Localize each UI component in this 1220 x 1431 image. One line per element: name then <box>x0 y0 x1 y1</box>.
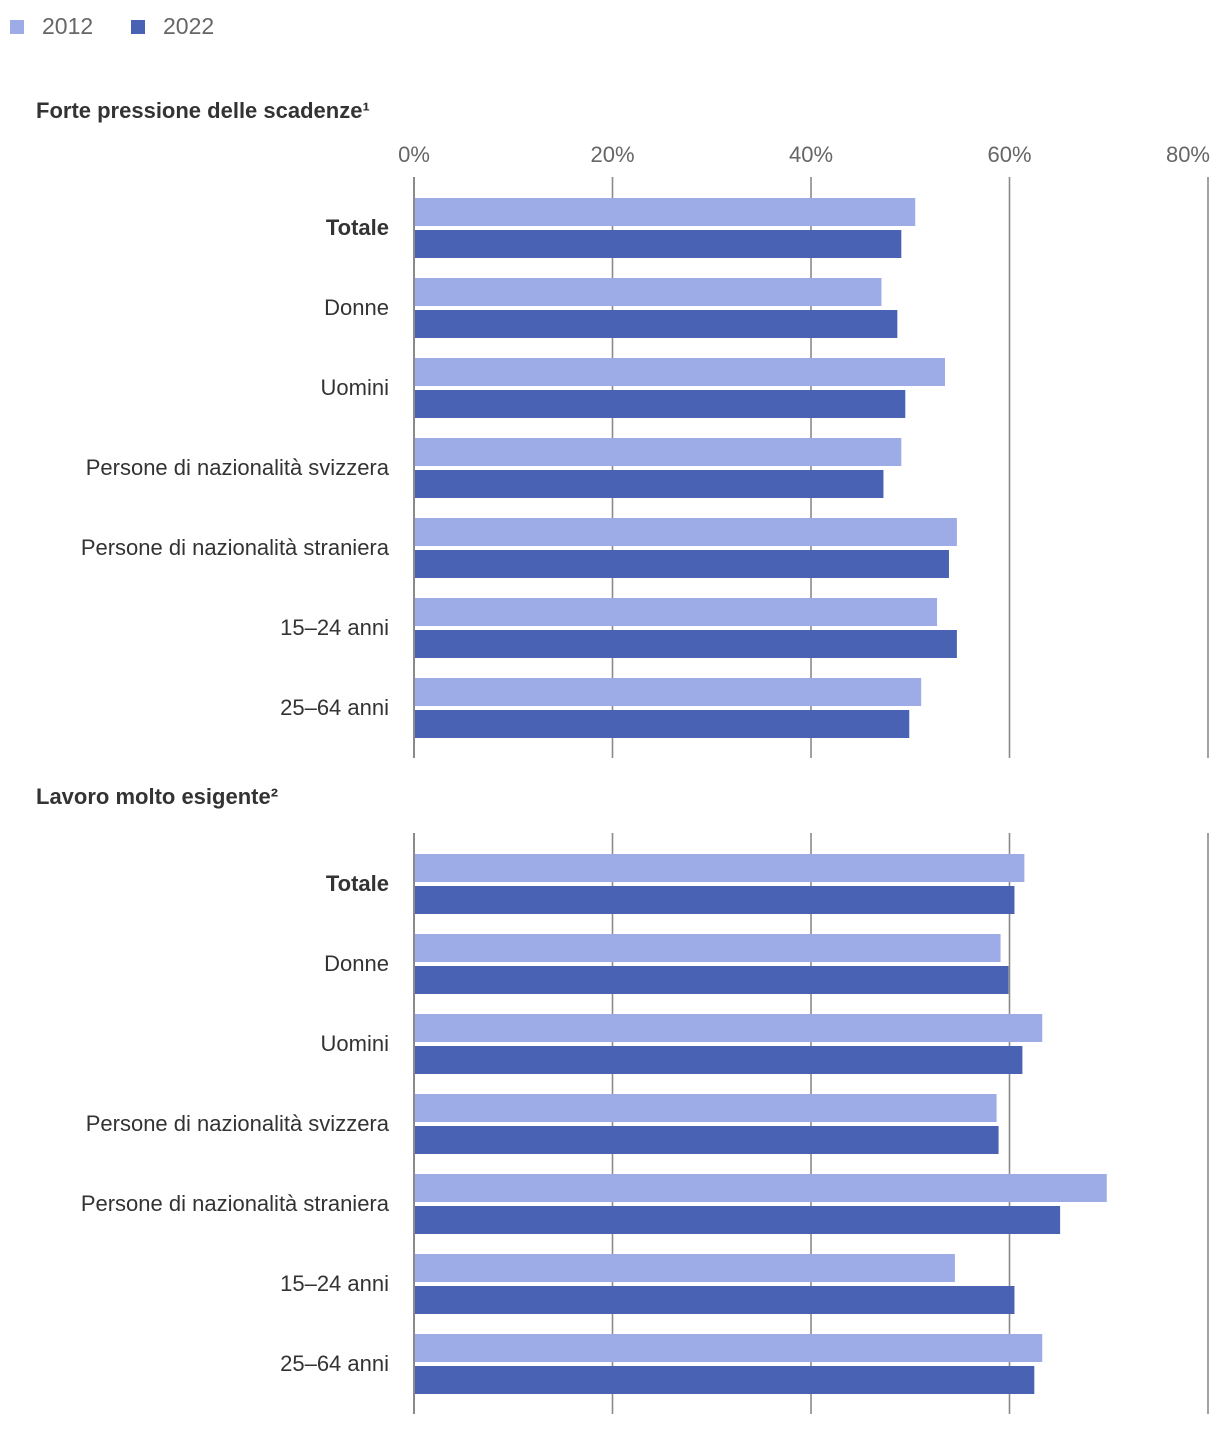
bar-2022-3 <box>415 390 906 418</box>
panel-1: Forte pressione delle scadenze¹ 0% 20% 40% 6… <box>36 98 1210 758</box>
category-label-4: Persone di nazionalità svizzera <box>86 1111 390 1136</box>
category-label-5: Persone di nazionalità straniera <box>81 1191 390 1216</box>
bar-2022-7 <box>415 1366 1035 1394</box>
tick-label-60%: 60% <box>987 142 1031 167</box>
legend-label-2022: 2022 <box>163 13 214 39</box>
bar-2012-4 <box>415 438 902 466</box>
bar-2012-7 <box>415 1334 1043 1362</box>
category-label-3: Uomini <box>321 1031 389 1056</box>
bar-2022-3 <box>415 1046 1023 1074</box>
panel-1-title: Forte pressione delle scadenze¹ <box>36 98 370 123</box>
tick-label-0%: 0% <box>398 142 430 167</box>
bar-2012-1 <box>415 198 916 226</box>
category-label-1: Totale <box>326 215 389 240</box>
bar-2022-1 <box>415 886 1015 914</box>
panel-2-title: Lavoro molto esigente² <box>36 784 278 809</box>
category-label-2: Donne <box>324 951 389 976</box>
panels: Forte pressione delle scadenze¹ 0% 20% 40% 6… <box>36 98 1210 1414</box>
bar-2012-3 <box>415 1014 1043 1042</box>
bar-2022-2 <box>415 966 1009 994</box>
bar-2012-7 <box>415 678 922 706</box>
bar-2012-6 <box>415 598 938 626</box>
tick-label-40%: 40% <box>789 142 833 167</box>
bar-2022-4 <box>415 470 884 498</box>
category-label-5: Persone di nazionalità straniera <box>81 535 390 560</box>
bar-2012-5 <box>415 1174 1107 1202</box>
bar-2022-2 <box>415 310 898 338</box>
bar-2022-6 <box>415 1286 1015 1314</box>
tick-label-80%: 80% <box>1166 142 1210 167</box>
legend-label-2012: 2012 <box>42 13 93 39</box>
category-label-6: 15–24 anni <box>280 1271 389 1296</box>
legend-swatch-2022 <box>131 20 145 34</box>
bar-2022-6 <box>415 630 957 658</box>
legend-swatch-2012 <box>10 20 24 34</box>
bar-2022-7 <box>415 710 910 738</box>
bar-2012-1 <box>415 854 1025 882</box>
category-label-1: Totale <box>326 871 389 896</box>
category-label-4: Persone di nazionalità svizzera <box>86 455 390 480</box>
bar-2022-4 <box>415 1126 999 1154</box>
bar-2022-1 <box>415 230 902 258</box>
category-label-7: 25–64 anni <box>280 695 389 720</box>
category-label-7: 25–64 anni <box>280 1351 389 1376</box>
bar-2022-5 <box>415 1206 1061 1234</box>
legend: 2012 2022 <box>10 13 214 39</box>
bar-2012-2 <box>415 278 882 306</box>
bar-2012-2 <box>415 934 1001 962</box>
bar-2012-3 <box>415 358 945 386</box>
bar-2012-6 <box>415 1254 955 1282</box>
tick-label-20%: 20% <box>590 142 634 167</box>
category-label-6: 15–24 anni <box>280 615 389 640</box>
bar-2012-4 <box>415 1094 997 1122</box>
bar-2022-5 <box>415 550 949 578</box>
category-label-2: Donne <box>324 295 389 320</box>
panel-2: Lavoro molto esigente² Totale Donne Uomini P… <box>36 784 1209 1414</box>
bar-2012-5 <box>415 518 957 546</box>
category-label-3: Uomini <box>321 375 389 400</box>
